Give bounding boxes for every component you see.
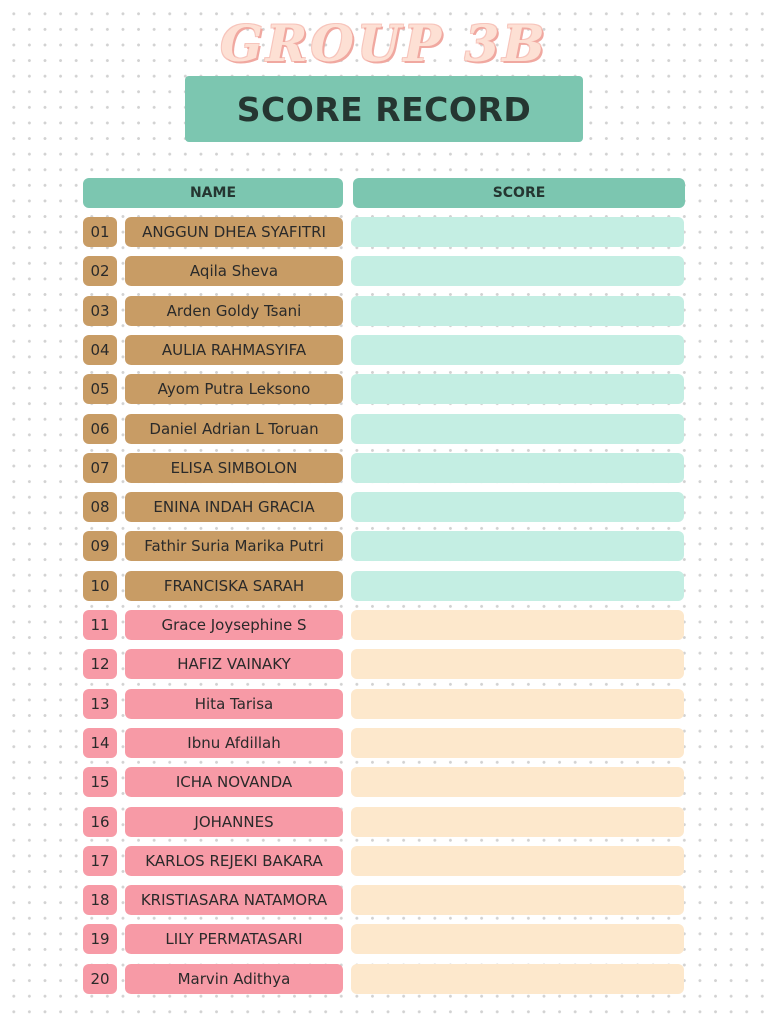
score-field[interactable] <box>351 492 684 523</box>
student-name: AULIA RAHMASYIFA <box>125 334 343 365</box>
score-field[interactable] <box>351 531 684 562</box>
score-column-header: SCORE <box>353 178 685 208</box>
table-row: 03 Arden Goldy Tsani <box>0 295 768 326</box>
student-name: Ibnu Afdillah <box>125 727 343 758</box>
table-row: 20 Marvin Adithya <box>0 963 768 994</box>
table-row: 15 ICHA NOVANDA <box>0 767 768 798</box>
score-field[interactable] <box>351 295 684 326</box>
row-number: 11 <box>83 610 117 640</box>
score-field[interactable] <box>351 452 684 483</box>
table-row: 18 KRISTIASARA NATAMORA <box>0 885 768 916</box>
student-name: JOHANNES <box>125 806 343 837</box>
student-name: ANGGUN DHEA SYAFITRI <box>125 217 343 247</box>
score-record-title: SCORE RECORD <box>236 89 532 129</box>
score-field[interactable] <box>351 217 684 247</box>
student-name: Grace Joysephine S <box>125 610 343 640</box>
score-field[interactable] <box>351 963 684 994</box>
student-name: Daniel Adrian L Toruan <box>125 413 343 444</box>
table-row: 02 Aqila Sheva <box>0 256 768 287</box>
row-number: 16 <box>83 806 117 837</box>
table-row: 04 AULIA RAHMASYIFA <box>0 334 768 365</box>
student-name: Fathir Suria Marika Putri <box>125 531 343 562</box>
score-field[interactable] <box>351 570 684 601</box>
row-number: 02 <box>83 256 117 287</box>
row-number: 08 <box>83 492 117 523</box>
table-row: 13 Hita Tarisa <box>0 688 768 719</box>
table-row: 14 Ibnu Afdillah <box>0 727 768 758</box>
student-name: LILY PERMATASARI <box>125 924 343 955</box>
score-field[interactable] <box>351 727 684 758</box>
student-name: FRANCISKA SARAH <box>125 570 343 601</box>
row-number: 12 <box>83 649 117 680</box>
score-field[interactable] <box>351 334 684 365</box>
row-number: 09 <box>83 531 117 562</box>
row-number: 10 <box>83 570 117 601</box>
table-row: 16 JOHANNES <box>0 806 768 837</box>
score-field[interactable] <box>351 924 684 955</box>
table-row: 12 HAFIZ VAINAKY <box>0 649 768 680</box>
table-row: 05 Ayom Putra Leksono <box>0 374 768 405</box>
score-field[interactable] <box>351 256 684 287</box>
score-field[interactable] <box>351 806 684 837</box>
score-field[interactable] <box>351 374 684 405</box>
row-number: 15 <box>83 767 117 798</box>
table-row: 17 KARLOS REJEKI BAKARA <box>0 845 768 876</box>
table-row: 08 ENINA INDAH GRACIA <box>0 492 768 523</box>
table-row: 19 LILY PERMATASARI <box>0 924 768 955</box>
row-number: 06 <box>83 413 117 444</box>
student-name: KARLOS REJEKI BAKARA <box>125 845 343 876</box>
student-name: Ayom Putra Leksono <box>125 374 343 405</box>
student-name: KRISTIASARA NATAMORA <box>125 885 343 916</box>
score-record-banner: SCORE RECORD <box>185 76 583 142</box>
score-field[interactable] <box>351 688 684 719</box>
score-field[interactable] <box>351 767 684 798</box>
row-number: 17 <box>83 845 117 876</box>
row-number: 14 <box>83 727 117 758</box>
student-name: Marvin Adithya <box>125 963 343 994</box>
table-row: 06 Daniel Adrian L Toruan <box>0 413 768 444</box>
row-number: 07 <box>83 452 117 483</box>
student-name: ELISA SIMBOLON <box>125 452 343 483</box>
row-number: 01 <box>83 217 117 247</box>
score-field[interactable] <box>351 885 684 916</box>
row-number: 03 <box>83 295 117 326</box>
table-row: 01 ANGGUN DHEA SYAFITRI <box>0 217 768 247</box>
group-title: GROUP 3B <box>220 14 548 73</box>
score-field[interactable] <box>351 845 684 876</box>
table-row: 09 Fathir Suria Marika Putri <box>0 531 768 562</box>
score-field[interactable] <box>351 610 684 640</box>
row-number: 20 <box>83 963 117 994</box>
student-name: Arden Goldy Tsani <box>125 295 343 326</box>
table-row: 11 Grace Joysephine S <box>0 610 768 640</box>
name-column-header: NAME <box>83 178 343 208</box>
row-number: 04 <box>83 334 117 365</box>
table-row: 07 ELISA SIMBOLON <box>0 452 768 483</box>
table-row: 10 FRANCISKA SARAH <box>0 570 768 601</box>
student-name: ICHA NOVANDA <box>125 767 343 798</box>
student-name: ENINA INDAH GRACIA <box>125 492 343 523</box>
score-field[interactable] <box>351 413 684 444</box>
row-number: 18 <box>83 885 117 916</box>
score-field[interactable] <box>351 649 684 680</box>
row-number: 19 <box>83 924 117 955</box>
row-number: 13 <box>83 688 117 719</box>
student-name: HAFIZ VAINAKY <box>125 649 343 680</box>
row-number: 05 <box>83 374 117 405</box>
student-name: Aqila Sheva <box>125 256 343 287</box>
student-name: Hita Tarisa <box>125 688 343 719</box>
